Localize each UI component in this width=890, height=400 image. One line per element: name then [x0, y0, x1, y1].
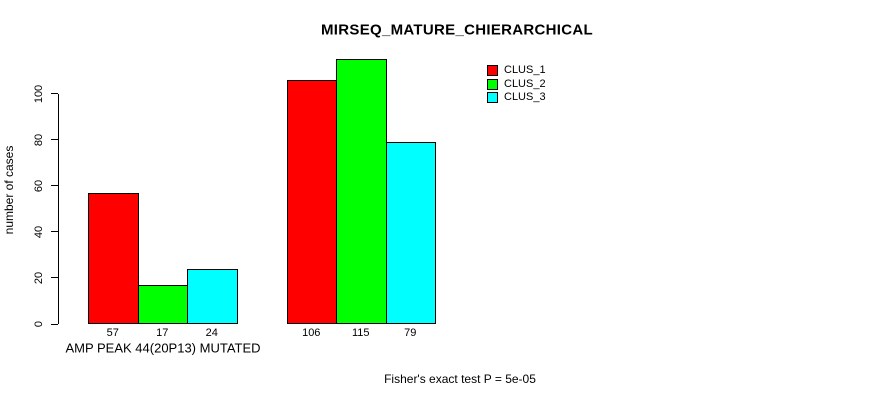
- legend-swatch-clus_3: [487, 91, 498, 103]
- bar-clus_3-group2: [385, 141, 436, 324]
- legend-label: CLUS_3: [504, 90, 546, 103]
- bar-value-label: 17: [156, 327, 169, 339]
- bar-clus_2-group2: [336, 59, 387, 324]
- bar-value-label: 24: [205, 327, 218, 339]
- legend-item-clus_3: CLUS_3: [487, 91, 546, 104]
- y-tick-label: 20: [33, 271, 45, 285]
- y-tick-mark: [50, 323, 58, 325]
- legend-swatch-clus_1: [487, 65, 498, 77]
- y-tick-label: 0: [33, 320, 45, 328]
- y-tick-mark: [50, 93, 58, 95]
- legend-swatch-clus_2: [487, 78, 498, 90]
- legend: CLUS_1 CLUS_2 CLUS_3: [487, 64, 546, 104]
- legend-label: CLUS_2: [504, 77, 546, 90]
- bar-value-label: 106: [302, 327, 321, 339]
- bar-clus_2-group1: [137, 284, 188, 324]
- y-axis-line: [57, 93, 59, 324]
- y-tick-mark: [50, 231, 58, 233]
- legend-label: CLUS_1: [504, 64, 546, 77]
- y-tick-label: 100: [33, 84, 45, 103]
- bar-value-label: 57: [106, 327, 119, 339]
- y-tick-label: 80: [33, 133, 45, 146]
- bar-clus_1-group2: [286, 79, 337, 324]
- bar-clus_3-group1: [187, 268, 238, 324]
- chart-title: MIRSEQ_MATURE_CHIERARCHICAL: [321, 21, 593, 39]
- y-tick-mark: [50, 185, 58, 187]
- bar-value-label: 115: [351, 327, 370, 339]
- y-tick-label: 40: [33, 225, 45, 238]
- legend-item-clus_1: CLUS_1: [487, 64, 546, 77]
- legend-item-clus_2: CLUS_2: [487, 77, 546, 90]
- footer-note: Fisher's exact test P = 5e-05: [384, 372, 536, 386]
- bar-value-label: 79: [404, 327, 417, 339]
- y-tick-mark: [50, 139, 58, 141]
- y-tick-label: 60: [33, 179, 45, 192]
- y-axis-label: number of cases: [2, 145, 16, 235]
- x-group-label: AMP PEAK 44(20P13) MUTATED: [65, 340, 261, 356]
- bar-clus_1-group1: [88, 192, 139, 324]
- y-tick-mark: [50, 277, 58, 279]
